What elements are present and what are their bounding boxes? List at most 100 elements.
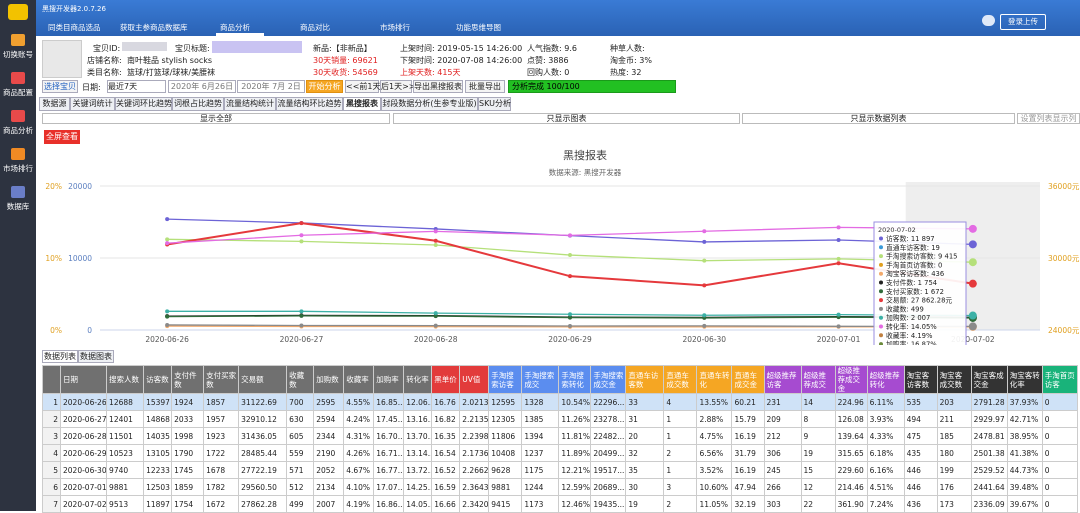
- prev-day[interactable]: <<前1天: [345, 80, 381, 93]
- table-row[interactable]: 5 2020-06-30 9740 12233 1745 1678 27722.19 571 2…: [41, 461, 1079, 479]
- y2-tick-label: 36000元: [1048, 182, 1080, 191]
- x-tick-label: 2020-07-01: [817, 335, 861, 344]
- sub-tab[interactable]: 词根占比趋势: [172, 97, 224, 111]
- sidebar: [0, 0, 36, 511]
- batch-export[interactable]: 批量导出: [465, 80, 505, 93]
- sub-tab[interactable]: SKU分析: [478, 97, 511, 111]
- table-row[interactable]: 7 2020-07-02 9513 11897 1754 1672 27862.28 499 2…: [41, 495, 1079, 513]
- tooltip-dot: [879, 324, 883, 329]
- sub-tab[interactable]: 关键词环比趋势: [115, 97, 172, 111]
- table-cell: 2441.64: [970, 478, 1008, 496]
- tooltip-dot: [879, 262, 883, 267]
- table-row[interactable]: 3 2020-06-28 11501 14035 1998 1923 31436.05 605…: [41, 427, 1079, 445]
- table-cell: 10.60%: [696, 478, 733, 496]
- table-cell: 1244: [521, 478, 560, 496]
- table-cell: 1957: [203, 410, 240, 428]
- table-cell: 16.77...: [373, 461, 405, 479]
- next-day[interactable]: 后1天>>: [380, 80, 416, 93]
- column-header: 支付买家数: [203, 365, 240, 394]
- point: [968, 311, 977, 320]
- view-button[interactable]: 设置列表显示列: [1017, 113, 1080, 124]
- bottom-tab[interactable]: 数据列表: [42, 350, 78, 363]
- top-tab[interactable]: 同类目商品选品: [48, 23, 101, 32]
- sub-tab[interactable]: 流量结构统计: [224, 97, 276, 111]
- table-row[interactable]: 2 2020-06-27 12401 14868 2033 1957 32910.12 630…: [41, 410, 1079, 428]
- row-number: 4: [41, 444, 62, 462]
- view-button[interactable]: 显示全部: [42, 113, 390, 124]
- table-row[interactable]: 4 2020-06-29 10523 13105 1790 1722 28485.44 559…: [41, 444, 1079, 462]
- product-image: [42, 40, 82, 78]
- fullscreen-button[interactable]: 全屏查看: [44, 130, 80, 144]
- column-header: 直通车成交数: [663, 365, 698, 394]
- table-cell: 2020-06-28: [60, 427, 108, 445]
- tooltip-dot: [879, 289, 883, 294]
- sidebar-item[interactable]: 切换账号: [3, 50, 33, 59]
- x-tick-label: 2020-07-02: [951, 335, 995, 344]
- table-row[interactable]: 6 2020-07-01 9881 12503 1859 1782 29560.50 512 2…: [41, 478, 1079, 496]
- point: [568, 315, 572, 320]
- end-date[interactable]: 2020年 7月 2日: [237, 80, 305, 93]
- table-cell: 2052: [313, 461, 345, 479]
- row-number: 7: [41, 495, 62, 513]
- table-cell: 11.05%: [696, 495, 733, 513]
- sub-tab[interactable]: 封段数据分析(生参专业版): [381, 97, 478, 111]
- bottom-tab[interactable]: 数据图表: [78, 350, 114, 363]
- select-button[interactable]: 选择宝贝: [42, 80, 78, 93]
- table-cell: 6.11%: [866, 393, 905, 411]
- top-tab[interactable]: 商品分析: [220, 23, 250, 32]
- view-button[interactable]: 只显示数据列表: [742, 113, 1015, 124]
- table-cell: 16.85...: [373, 393, 405, 411]
- top-tab[interactable]: 获取主参商品数据库: [120, 23, 188, 32]
- range-select[interactable]: 最近7天: [107, 80, 166, 93]
- view-button[interactable]: 只显示图表: [393, 113, 740, 124]
- table-cell: 1175: [521, 461, 560, 479]
- table-cell: 1745: [171, 461, 205, 479]
- tooltip-item: 淘宝客访客数: 436: [886, 269, 944, 278]
- point: [299, 323, 304, 328]
- table-cell: 0: [1041, 410, 1079, 428]
- y3-tick-label: 0%: [50, 326, 62, 335]
- sub-tab[interactable]: 关键词统计: [70, 97, 115, 111]
- analyze-button[interactable]: 开始分析: [306, 80, 343, 93]
- top-tab[interactable]: 市场排行: [380, 23, 410, 32]
- table-cell: 9513: [106, 495, 145, 513]
- point: [165, 322, 170, 327]
- tooltip-item: 收藏率: 4.19%: [886, 331, 933, 340]
- sidebar-item[interactable]: 市场排行: [3, 164, 33, 173]
- column-header: 交易额: [238, 365, 288, 394]
- table-cell: 9415: [488, 495, 523, 513]
- table-cell: 11897: [143, 495, 173, 513]
- blurred-id: [122, 42, 167, 51]
- table-cell: 2020-06-26: [60, 393, 108, 411]
- table-cell: 4.26%: [343, 444, 375, 462]
- sidebar-item[interactable]: 数据库: [6, 202, 30, 211]
- table-cell: 13.14...: [403, 444, 433, 462]
- top-tab[interactable]: 商品对比: [300, 23, 330, 32]
- sidebar-icon: [11, 186, 25, 198]
- table-cell: 12.59%: [558, 478, 592, 496]
- product-stat: 上架时间: 2019-05-15 14:26:00: [400, 44, 523, 53]
- sidebar-item[interactable]: 商品配置: [3, 88, 33, 97]
- table-cell: 10523: [106, 444, 145, 462]
- sub-tab[interactable]: 黑搜报表: [343, 97, 381, 111]
- table-cell: 315.65: [834, 444, 868, 462]
- upload-button[interactable]: 登录上传: [1000, 14, 1046, 30]
- start-date[interactable]: 2020年 6月26日: [168, 80, 236, 93]
- table-cell: 15.79: [731, 410, 765, 428]
- column-header: 收藏数: [286, 365, 315, 394]
- table-cell: 2020-06-27: [60, 410, 108, 428]
- table-row[interactable]: 1 2020-06-26 12688 15397 1924 1857 31122.69 700…: [41, 393, 1079, 411]
- tooltip-item: 直通车访客数: 19: [886, 243, 940, 252]
- top-tab[interactable]: 功能思维导图: [456, 23, 501, 32]
- tooltip-item: 访客数: 11 897: [886, 234, 935, 243]
- sub-tab[interactable]: 流量结构环比趋势: [276, 97, 343, 111]
- column-header: 手淘搜索成交金: [590, 365, 627, 394]
- table-cell: 22: [800, 495, 836, 513]
- sub-tab[interactable]: 数据源: [39, 97, 70, 111]
- column-header: 淘宝客访客数: [903, 365, 938, 394]
- export-button[interactable]: 导出黑搜报表: [413, 80, 463, 93]
- x-tick-label: 2020-06-26: [145, 335, 189, 344]
- product-label: 店铺名称:: [87, 56, 122, 65]
- sidebar-item[interactable]: 商品分析: [3, 126, 33, 135]
